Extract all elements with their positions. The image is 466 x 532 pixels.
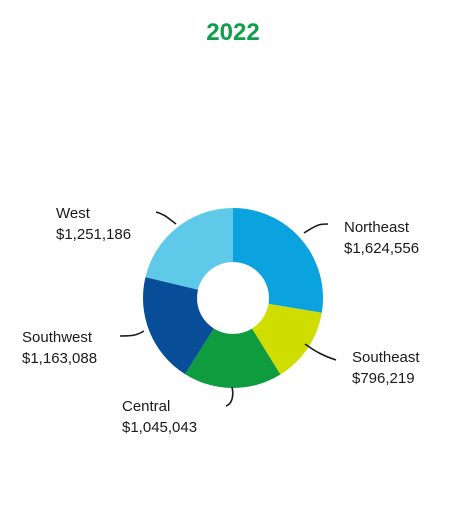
slice-name-northeast: Northeast <box>344 219 410 236</box>
slice-southwest <box>142 277 214 375</box>
slice-labels: Northeast $1,624,556 Southeast $796,219 Cent… <box>22 205 420 436</box>
slices-layer <box>142 208 324 389</box>
slice-central <box>185 328 281 389</box>
leader-line-southeast <box>304 343 337 361</box>
slice-value-southwest: $1,163,088 <box>22 350 97 367</box>
slice-name-west: West <box>56 205 91 222</box>
slice-name-southwest: Southwest <box>22 329 93 346</box>
chart-title: 2022 <box>206 19 259 46</box>
slice-value-central: $1,045,043 <box>122 419 197 436</box>
leader-line-southwest <box>119 330 145 337</box>
leader-line-northeast <box>303 223 329 234</box>
slice-value-west: $1,251,186 <box>56 226 131 243</box>
slice-name-southeast: Southeast <box>352 349 420 366</box>
slice-name-central: Central <box>122 398 170 415</box>
leader-line-west <box>155 211 177 225</box>
slice-value-southeast: $796,219 <box>352 370 415 387</box>
slice-northeast <box>233 208 324 313</box>
slice-west <box>145 208 233 290</box>
leader-lines <box>119 211 337 407</box>
slice-value-northeast: $1,624,556 <box>344 240 419 257</box>
leader-line-central <box>225 386 234 407</box>
slice-southeast <box>251 303 322 375</box>
